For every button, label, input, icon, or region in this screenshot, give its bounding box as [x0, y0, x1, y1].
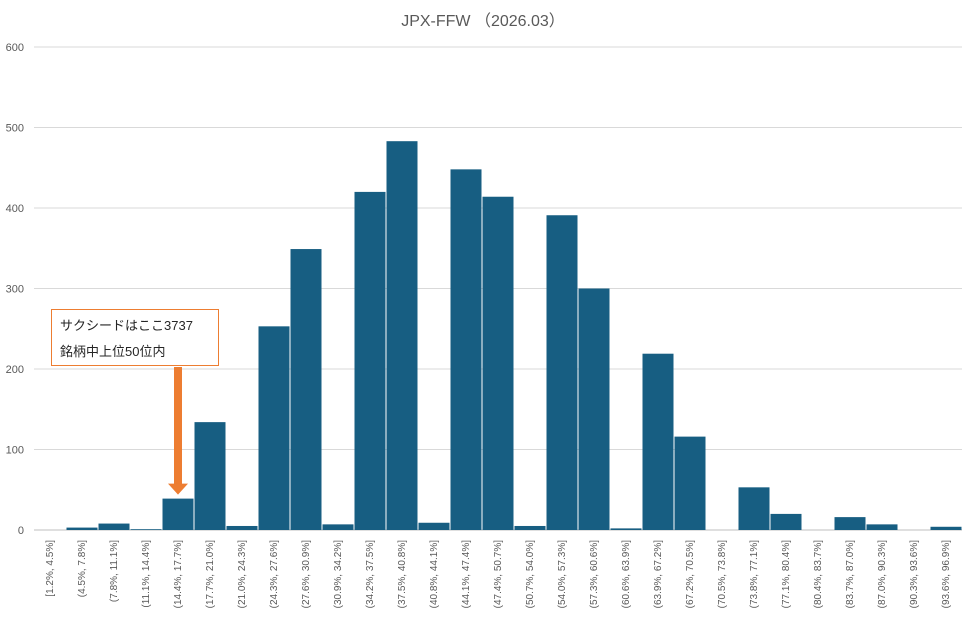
bar: [514, 525, 546, 530]
bar: [226, 525, 258, 530]
x-tick-label: (17.7%, 21.0%]: [205, 540, 216, 609]
bars: [66, 141, 962, 531]
x-tick-label: (44.1%, 47.4%]: [461, 540, 472, 609]
bar: [482, 196, 514, 531]
x-tick-label: (27.6%, 30.9%]: [301, 540, 312, 609]
x-tick-label: (90.3%, 93.6%]: [909, 540, 920, 609]
x-tick-label: (54.0%, 57.3%]: [557, 540, 568, 609]
bar: [546, 215, 578, 530]
y-tick-label: 200: [6, 364, 24, 376]
bar: [354, 191, 386, 530]
bar: [386, 141, 418, 530]
x-tick-label: (57.3%, 60.6%]: [589, 540, 600, 609]
x-tick-label: (37.5%, 40.8%]: [397, 540, 408, 609]
annotation-box: サクシードはここ3737 銘柄中上位50位内: [51, 309, 219, 366]
arrow-shaft: [174, 367, 182, 485]
x-tick-label: (24.3%, 27.6%]: [269, 540, 280, 609]
y-tick-label: 100: [6, 445, 24, 457]
x-axis-ticks: [1.2%, 4.5%] (4.5%, 7.8%] (7.8%, 11.1%] (11…: [45, 540, 952, 609]
bar: [642, 353, 674, 530]
x-tick-label: (47.4%, 50.7%]: [493, 540, 504, 609]
x-tick-label: (70.5%, 73.8%]: [717, 540, 728, 609]
x-tick-label: (30.9%, 34.2%]: [333, 540, 344, 609]
x-tick-label: (83.7%, 87.0%]: [845, 540, 856, 609]
annotation-arrow: [168, 367, 188, 495]
y-tick-label: 300: [6, 284, 24, 296]
bar: [98, 523, 130, 530]
bar: [162, 498, 194, 530]
x-tick-label: (34.2%, 37.5%]: [365, 540, 376, 609]
bar: [418, 522, 450, 530]
chart-title: JPX-FFW （2026.03）: [401, 12, 565, 30]
x-tick-label: (77.1%, 80.4%]: [781, 540, 792, 609]
bar: [674, 436, 706, 530]
bar: [66, 527, 98, 530]
y-tick-label: 0: [18, 525, 24, 537]
x-tick-label: (21.0%, 24.3%]: [237, 540, 248, 609]
x-tick-label: (4.5%, 7.8%]: [77, 540, 88, 597]
bar: [866, 524, 898, 530]
x-tick-label: (7.8%, 11.1%]: [109, 540, 120, 602]
y-tick-label: 400: [6, 203, 24, 215]
x-tick-label: (67.2%, 70.5%]: [685, 540, 696, 609]
x-tick-label: [1.2%, 4.5%]: [45, 540, 56, 597]
annotation-line-2: 銘柄中上位50位内: [60, 344, 166, 359]
x-tick-label: (50.7%, 54.0%]: [525, 540, 536, 609]
annotation-line-1: サクシードはここ3737: [60, 318, 193, 333]
y-tick-label: 600: [6, 42, 24, 54]
bar: [770, 513, 802, 530]
bar: [610, 528, 642, 530]
x-tick-label: (40.8%, 44.1%]: [429, 540, 440, 609]
x-tick-label: (11.1%, 14.4%]: [141, 540, 152, 608]
bar: [834, 517, 866, 530]
x-tick-label: (60.6%, 63.9%]: [621, 540, 632, 609]
bar: [322, 524, 354, 530]
x-tick-label: (93.6%, 96.9%]: [941, 540, 952, 609]
y-axis-ticks: 0 100 200 300 400 500 600: [6, 42, 24, 537]
y-tick-label: 500: [6, 123, 24, 135]
bar: [130, 529, 162, 530]
bar: [738, 487, 770, 530]
bar: [450, 169, 482, 531]
bar: [194, 422, 226, 530]
arrow-head: [168, 483, 188, 495]
x-tick-label: (63.9%, 67.2%]: [653, 540, 664, 609]
bar: [578, 288, 610, 530]
bar: [290, 249, 322, 530]
bar: [258, 326, 290, 530]
x-tick-label: (87.0%, 90.3%]: [877, 540, 888, 609]
bar: [930, 526, 962, 530]
x-tick-label: (73.8%, 77.1%]: [749, 540, 760, 609]
x-tick-label: (80.4%, 83.7%]: [813, 540, 824, 609]
x-tick-label: (14.4%, 17.7%]: [173, 540, 184, 609]
